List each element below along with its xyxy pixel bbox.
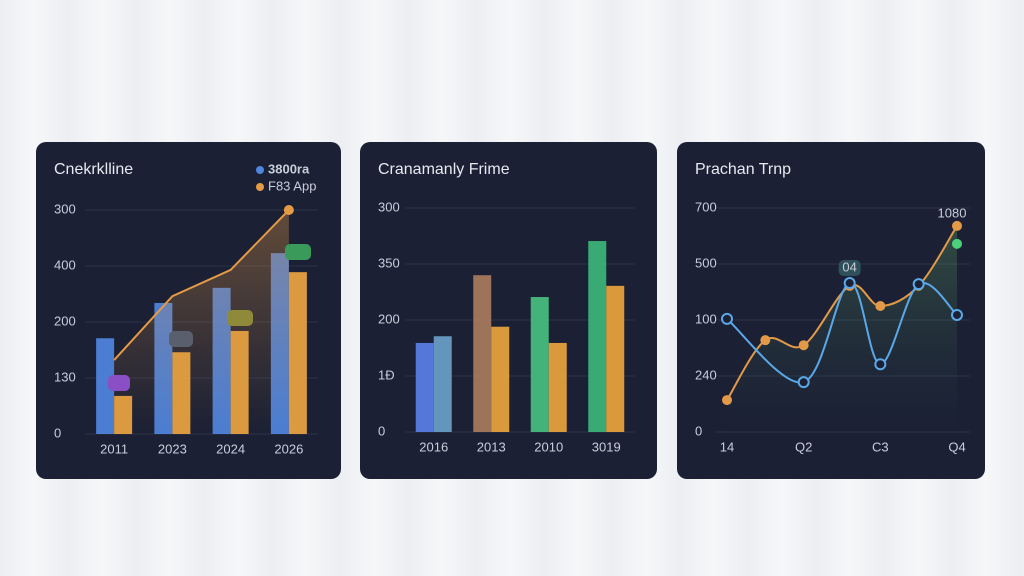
x-tick-label: 2013: [477, 439, 506, 454]
point: [722, 395, 732, 406]
y-tick-label: 300: [378, 199, 400, 214]
y-tick-label: 200: [378, 311, 400, 326]
badge: [285, 244, 311, 260]
point: [875, 301, 886, 311]
legend-swatch: [256, 166, 264, 174]
annotation: 1080: [938, 205, 967, 220]
x-tick-label: 2010: [534, 439, 563, 454]
badge: [838, 260, 861, 277]
x-tick-label: 14: [720, 439, 734, 454]
x-tick-label: 2011: [100, 441, 128, 456]
x-tick-label: Q2: [795, 439, 812, 454]
x-tick-label: Q4: [948, 439, 965, 454]
x-tick-label: 2023: [158, 441, 187, 456]
legend-label: F83 App: [268, 178, 316, 193]
y-tick-label: 400: [54, 257, 76, 272]
chart-title: Cranamanly Frime: [378, 161, 510, 178]
bar: [548, 342, 567, 432]
chart-title: Cnekrklline: [54, 161, 133, 178]
point: [952, 220, 962, 231]
y-tick-label: 500: [695, 255, 717, 270]
y-tick-label: 240: [695, 367, 717, 382]
badge: [169, 331, 193, 347]
x-tick-label: 2026: [274, 441, 303, 456]
point: [951, 308, 963, 321]
legend-label: 3800ra: [268, 161, 310, 176]
x-tick-label: 3019: [592, 439, 621, 454]
legend-swatch: [256, 183, 264, 191]
y-tick-label: 1Ð: [378, 367, 395, 382]
point: [760, 335, 771, 346]
y-tick-label: 100: [695, 311, 717, 326]
y-tick-label: 0: [378, 423, 385, 438]
y-tick-label: 130: [54, 369, 76, 384]
bar: [96, 338, 115, 434]
y-tick-label: 350: [378, 255, 400, 270]
x-tick-label: C3: [872, 439, 889, 454]
chart-title: Prachan Trnp: [695, 161, 791, 178]
point: [843, 277, 856, 290]
bar: [606, 285, 625, 432]
point: [952, 238, 962, 249]
bar: [491, 326, 510, 432]
x-tick-label: 2016: [419, 439, 448, 454]
point: [874, 358, 887, 371]
point: [721, 312, 733, 325]
badge: [227, 310, 253, 326]
point: [797, 376, 810, 389]
line: [113, 209, 290, 361]
charts: Cnekrklline 0 130 200 400 300 2011 2023 2024 2026…: [54, 161, 970, 456]
bar: [433, 336, 452, 432]
badge: [108, 375, 130, 391]
line-area: [114, 210, 289, 434]
bar: [288, 272, 307, 434]
point: [798, 340, 809, 351]
y-tick-label: 0: [695, 423, 702, 438]
bar: [473, 275, 492, 432]
x-tick-label: 2024: [216, 441, 245, 456]
y-tick-label: 200: [54, 313, 76, 328]
line-end-dot: [283, 205, 294, 215]
annotation: 04: [842, 259, 856, 274]
bar: [415, 342, 434, 432]
bar: [588, 241, 607, 432]
y-tick-label: 0: [54, 425, 61, 440]
y-tick-label: 700: [695, 199, 717, 214]
y-tick-label: 300: [54, 201, 76, 216]
point: [912, 278, 925, 291]
line-area: [727, 225, 957, 432]
bar: [530, 297, 549, 432]
